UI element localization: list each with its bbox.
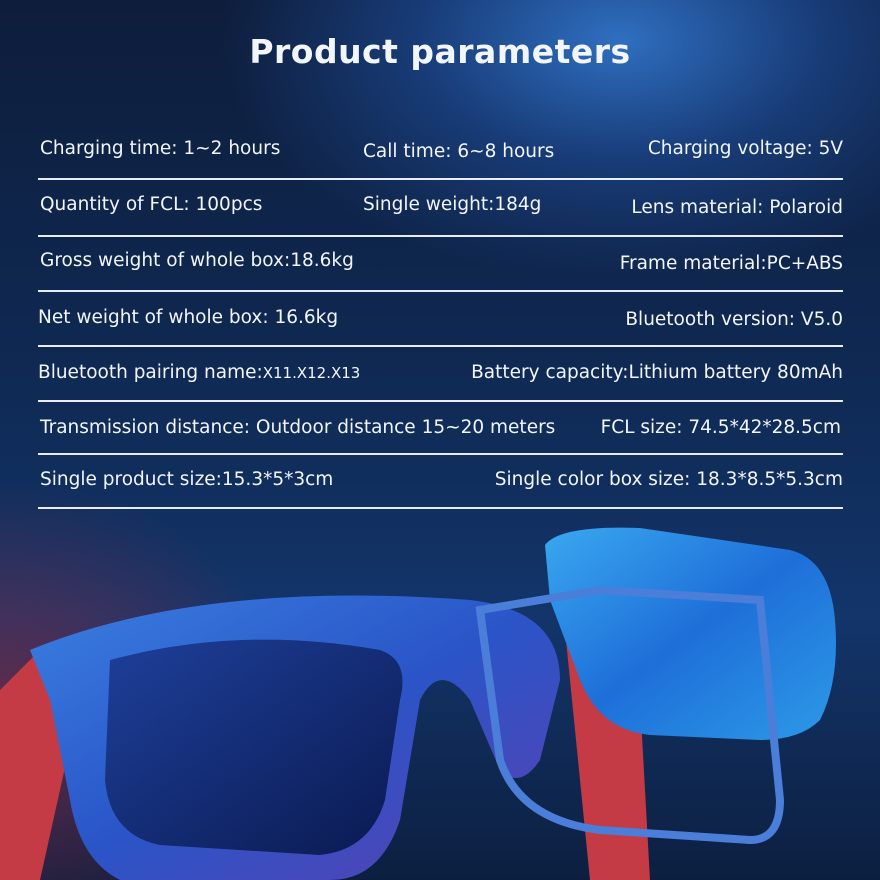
param-single-product-size: Single product size:15.3*5*3cm: [40, 469, 334, 490]
param-frame-material: Frame material:PC+ABS: [619, 253, 843, 274]
param-color-box-size: Single color box size: 18.3*8.5*5.3cm: [494, 469, 843, 490]
pairing-label: Bluetooth pairing name:: [38, 362, 263, 383]
divider: [38, 453, 843, 455]
param-bluetooth-version: Bluetooth version: V5.0: [625, 309, 843, 330]
param-charging-voltage: Charging voltage: 5V: [647, 138, 843, 159]
divider: [38, 178, 843, 180]
pairing-value: X11.X12.X13: [262, 364, 361, 382]
divider: [38, 345, 843, 347]
divider: [38, 290, 843, 292]
param-call-time: Call time: 6~8 hours: [363, 141, 555, 162]
divider: [38, 400, 843, 402]
param-pairing-name-label: Bluetooth pairing name:X11.X12.X13: [38, 362, 360, 383]
param-net-weight: Net weight of whole box: 16.6kg: [38, 307, 339, 328]
param-transmission-distance: Transmission distance: Outdoor distance …: [40, 417, 556, 438]
param-lens-material: Lens material: Polaroid: [631, 197, 843, 218]
param-fcl-size: FCL size: 74.5*42*28.5cm: [600, 417, 841, 438]
param-quantity-fcl: Quantity of FCL: 100pcs: [40, 194, 263, 215]
param-single-weight: Single weight:184g: [363, 194, 542, 215]
param-battery-capacity: Battery capacity:Lithium battery 80mAh: [471, 362, 843, 383]
divider: [38, 235, 843, 237]
param-charging-time: Charging time: 1~2 hours: [40, 138, 281, 159]
param-gross-weight: Gross weight of whole box:18.6kg: [40, 250, 354, 271]
page-title: Product parameters: [249, 32, 631, 71]
divider: [38, 507, 843, 509]
